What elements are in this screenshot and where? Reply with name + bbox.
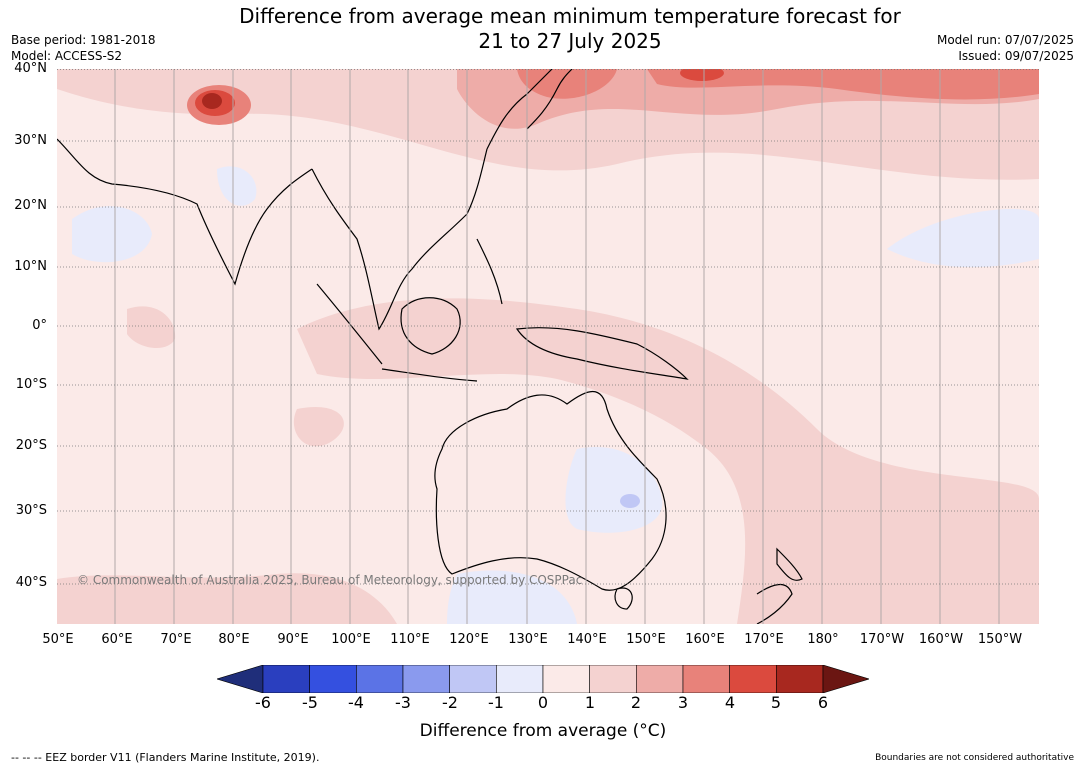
lon-label-50e: 50°E	[42, 632, 74, 647]
lon-label-120e: 120°E	[449, 632, 489, 647]
lon-label-170w: 170°W	[859, 632, 905, 647]
warm-patch-west	[127, 306, 176, 349]
lon-label-180: 180°	[807, 632, 839, 647]
graticule	[57, 69, 1039, 624]
meridians	[114, 69, 1000, 624]
colorbar-cell	[729, 665, 777, 693]
colorbar-cell	[449, 665, 497, 693]
lon-label-170e: 170°E	[744, 632, 784, 647]
colorbar-tick-6: 6	[817, 693, 829, 712]
lat-label-10s: 10°S	[15, 377, 47, 392]
boundary-disclaimer: Boundaries are not considered authoritat…	[875, 753, 1074, 763]
colorbar-tick-2: 2	[630, 693, 642, 712]
base-period: Base period: 1981-2018	[11, 33, 156, 47]
coast-tasmania	[614, 587, 633, 610]
lon-label-160e: 160°E	[685, 632, 725, 647]
colorbar-tick-neg3: -3	[395, 693, 411, 712]
lon-label-60e: 60°E	[101, 632, 133, 647]
lon-label-130e: 130°E	[508, 632, 548, 647]
anomaly-fields	[57, 69, 1039, 624]
forecast-map	[57, 69, 1039, 624]
title-line2: 21 to 27 July 2025	[478, 29, 662, 53]
lat-label-30n: 30°N	[14, 133, 47, 148]
lon-label-80e: 80°E	[218, 632, 250, 647]
colorbar-cell	[356, 665, 404, 693]
colorbar-cell	[402, 665, 450, 693]
lat-label-0: 0°	[32, 318, 47, 333]
colorbar-cell	[262, 665, 310, 693]
lon-label-140e: 140°E	[567, 632, 607, 647]
meta-left: Base period: 1981-2018 Model: ACCESS-S2	[11, 32, 156, 64]
cool-patch-arabian	[72, 206, 152, 263]
lon-label-90e: 90°E	[277, 632, 309, 647]
model-name: Model: ACCESS-S2	[11, 49, 123, 63]
hot-spot-himalaya-core	[202, 93, 222, 109]
meta-right: Model run: 07/07/2025 Issued: 09/07/2025	[937, 32, 1074, 64]
warm-patch-indian-ocean	[293, 407, 344, 447]
colorbar-cell	[542, 665, 590, 693]
colorbar-tick-neg5: -5	[302, 693, 318, 712]
colorbar-extend-low	[217, 665, 264, 693]
lon-label-100e: 100°E	[331, 632, 371, 647]
coast-new-zealand-south	[756, 584, 793, 624]
eez-footnote: -- -- -- EEZ border V11 (Flanders Marine…	[11, 751, 320, 764]
colorbar-tick-neg1: -1	[488, 693, 504, 712]
colorbar-cell	[589, 665, 637, 693]
cool-patch-australia	[565, 447, 663, 533]
lat-label-20n: 20°N	[14, 198, 47, 213]
model-run: Model run: 07/07/2025	[936, 33, 1074, 47]
copyright-notice: © Commonwealth of Australia 2025, Bureau…	[77, 573, 583, 587]
lon-label-150w: 150°W	[977, 632, 1023, 647]
colorbar-cell	[636, 665, 684, 693]
lat-label-10n: 10°N	[14, 259, 47, 274]
colorbar-tick-neg4: -4	[348, 693, 364, 712]
lat-label-40n: 40°N	[14, 61, 47, 76]
title-line1: Difference from average mean minimum tem…	[239, 4, 901, 28]
colorbar-tick-neg2: -2	[442, 693, 458, 712]
coast-arabia-india	[57, 138, 313, 286]
colorbar	[217, 665, 869, 693]
colorbar-extend-high	[822, 665, 869, 693]
lon-label-110e: 110°E	[390, 632, 430, 647]
colorbar-tick-1: 1	[584, 693, 596, 712]
lat-label-30s: 30°S	[15, 503, 47, 518]
colorbar-cells	[217, 665, 869, 693]
colorbar-cell	[309, 665, 357, 693]
lat-label-40s: 40°S	[15, 575, 47, 590]
cool-spot-australia	[620, 494, 640, 508]
colorbar-cell	[496, 665, 544, 693]
coast-australia	[434, 391, 667, 591]
coast-japan	[526, 69, 573, 130]
lat-label-20s: 20°S	[15, 438, 47, 453]
warm-core-northeast	[647, 69, 1039, 100]
map-canvas	[57, 69, 1039, 624]
cool-patch-india	[217, 166, 257, 206]
colorbar-cell	[682, 665, 730, 693]
colorbar-label: Difference from average (°C)	[419, 721, 667, 741]
lon-label-150e: 150°E	[626, 632, 666, 647]
coast-philippines	[476, 238, 503, 305]
chart-title: Difference from average mean minimum tem…	[200, 4, 940, 54]
coast-new-zealand-north	[776, 547, 803, 581]
colorbar-tick-0: 0	[537, 693, 549, 712]
warm-patch-southwest	[57, 573, 397, 624]
warm-patch-indonesia	[297, 298, 1039, 624]
lon-label-70e: 70°E	[160, 632, 192, 647]
colorbar-tick-4: 4	[724, 693, 736, 712]
coast-new-guinea	[515, 327, 689, 380]
cool-patch-south	[447, 570, 577, 624]
issued-date: Issued: 09/07/2025	[958, 49, 1074, 63]
lon-label-160w: 160°W	[918, 632, 964, 647]
colorbar-tick-5: 5	[770, 693, 782, 712]
hot-spot-north	[680, 69, 724, 81]
warm-core-north	[517, 69, 617, 99]
cool-patch-pacific	[887, 209, 1039, 268]
colorbar-tick-3: 3	[677, 693, 689, 712]
coast-java	[381, 368, 478, 382]
colorbar-cell	[776, 665, 824, 693]
colorbar-tick-neg6: -6	[255, 693, 271, 712]
